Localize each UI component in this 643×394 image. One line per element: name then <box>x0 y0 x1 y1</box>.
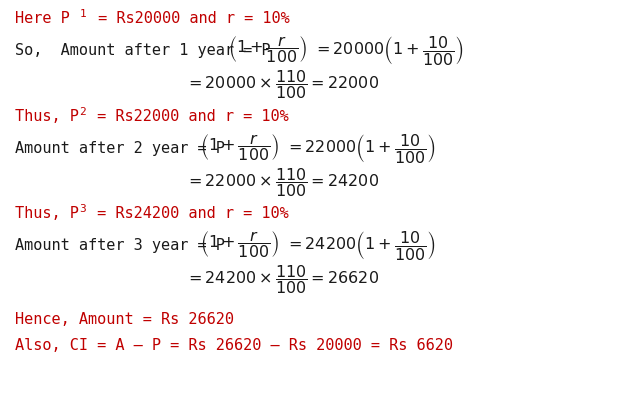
Text: 2: 2 <box>79 107 86 117</box>
Text: $= 24200\left(1+\dfrac{10}{100}\right)$: $= 24200\left(1+\dfrac{10}{100}\right)$ <box>285 229 436 262</box>
Text: $= 22000\left(1+\dfrac{10}{100}\right)$: $= 22000\left(1+\dfrac{10}{100}\right)$ <box>285 132 436 165</box>
Text: Thus, P: Thus, P <box>15 108 79 123</box>
Text: $= 24200\times\dfrac{110}{100} = 26620$: $= 24200\times\dfrac{110}{100} = 26620$ <box>185 264 379 297</box>
Text: = Rs20000 and r = 10%: = Rs20000 and r = 10% <box>89 11 290 26</box>
Text: 1: 1 <box>80 9 87 19</box>
Text: 3: 3 <box>79 204 86 214</box>
Text: $\left(1+\dfrac{r}{100}\right)$: $\left(1+\dfrac{r}{100}\right)$ <box>228 35 307 65</box>
Text: Here P: Here P <box>15 11 69 26</box>
Text: $= 20000\times\dfrac{110}{100} = 22000$: $= 20000\times\dfrac{110}{100} = 22000$ <box>185 69 379 102</box>
Text: Amount after 3 year = P: Amount after 3 year = P <box>15 238 225 253</box>
Text: Thus, P: Thus, P <box>15 206 79 221</box>
Text: $= 20000\left(1+\dfrac{10}{100}\right)$: $= 20000\left(1+\dfrac{10}{100}\right)$ <box>313 33 464 67</box>
Text: Hence, Amount = Rs 26620: Hence, Amount = Rs 26620 <box>15 312 234 327</box>
Text: So,  Amount after 1 year = P: So, Amount after 1 year = P <box>15 43 271 58</box>
Text: $\left(1+\dfrac{r}{100}\right)$: $\left(1+\dfrac{r}{100}\right)$ <box>200 132 279 164</box>
Text: Also, CI = A – P = Rs 26620 – Rs 20000 = Rs 6620: Also, CI = A – P = Rs 26620 – Rs 20000 =… <box>15 338 453 353</box>
Text: Amount after 2 year = P: Amount after 2 year = P <box>15 141 225 156</box>
Text: = Rs24200 and r = 10%: = Rs24200 and r = 10% <box>88 206 289 221</box>
Text: $= 22000\times\dfrac{110}{100} = 24200$: $= 22000\times\dfrac{110}{100} = 24200$ <box>185 167 379 199</box>
Text: $\left(1+\dfrac{r}{100}\right)$: $\left(1+\dfrac{r}{100}\right)$ <box>200 229 279 260</box>
Text: = Rs22000 and r = 10%: = Rs22000 and r = 10% <box>88 108 289 123</box>
